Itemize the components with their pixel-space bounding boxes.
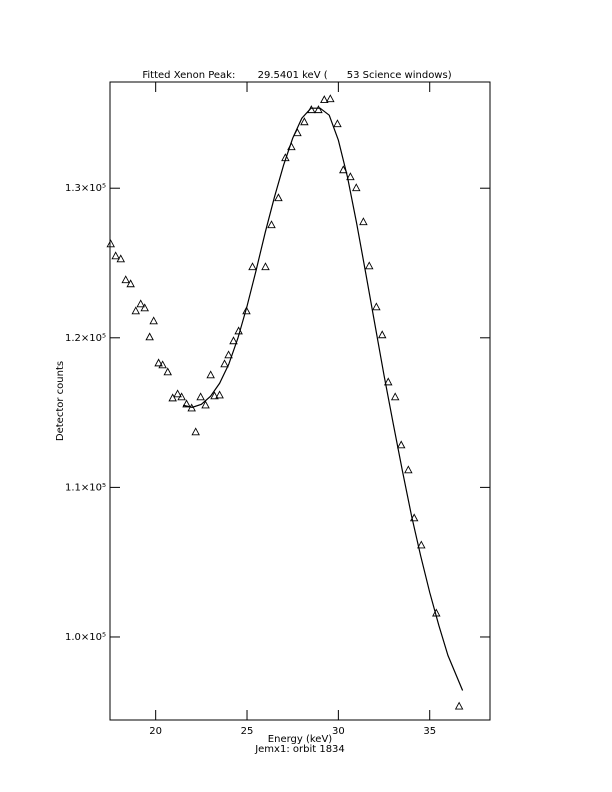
- data-point: [300, 117, 309, 126]
- data-point: [215, 390, 224, 399]
- data-point: [111, 251, 120, 260]
- data-point: [210, 391, 219, 400]
- data-point: [364, 261, 374, 270]
- data-point: [242, 306, 251, 315]
- data-point: [377, 330, 387, 339]
- data-point: [307, 105, 316, 114]
- data-point: [267, 220, 276, 229]
- data-point: [154, 358, 163, 367]
- data-point: [274, 193, 283, 202]
- footer: Jemx1: orbit 1834: [254, 744, 345, 755]
- data-point: [333, 119, 342, 128]
- data-point: [326, 94, 335, 103]
- data-point: [383, 377, 393, 386]
- data-point: [220, 359, 229, 368]
- data-point: [417, 540, 426, 549]
- data-point: [320, 95, 329, 104]
- y-axis-label: Detector counts: [55, 361, 66, 441]
- data-point: [187, 403, 196, 412]
- data-point: [390, 392, 400, 401]
- data-point: [454, 701, 464, 710]
- data-point: [206, 370, 215, 379]
- data-point: [163, 367, 172, 376]
- x-tick-label: 30: [332, 726, 345, 737]
- data-point: [116, 254, 126, 263]
- data-point: [346, 172, 355, 181]
- chart-title: Fitted Xenon Peak: 29.5401 keV ( 53 Scie…: [142, 70, 451, 81]
- x-tick-label: 20: [149, 726, 162, 737]
- data-point: [229, 336, 238, 345]
- x-axis-label: Energy (keV): [268, 734, 333, 745]
- data-point: [121, 275, 130, 284]
- data-point: [131, 306, 141, 315]
- data-point: [168, 393, 177, 402]
- y-tick-label: 1.2×10⁵: [65, 333, 106, 344]
- y-tick-label: 1.3×10⁵: [65, 183, 106, 194]
- data-point: [191, 427, 200, 436]
- data-point: [173, 389, 182, 398]
- x-tick-label: 35: [423, 726, 436, 737]
- data-point: [396, 440, 406, 449]
- data-point: [201, 400, 210, 409]
- data-point: [372, 302, 381, 311]
- y-tick-label: 1.1×10⁵: [65, 482, 106, 493]
- data-point: [352, 183, 361, 192]
- data-point: [177, 392, 186, 401]
- data-point: [359, 217, 368, 226]
- data-point: [314, 105, 323, 114]
- data-point: [224, 350, 233, 359]
- data-point: [404, 465, 413, 474]
- data-point: [158, 360, 167, 369]
- data-point: [196, 392, 205, 401]
- data-point: [140, 303, 149, 312]
- data-point: [182, 399, 191, 408]
- x-tick-label: 25: [241, 726, 254, 737]
- data-point: [145, 332, 154, 341]
- data-point: [248, 262, 257, 271]
- y-tick-label: 1.0×10⁵: [65, 632, 106, 643]
- data-point: [126, 279, 135, 288]
- data-point: [261, 262, 270, 271]
- data-point: [106, 239, 115, 248]
- plot-frame: [109, 81, 491, 721]
- data-point: [149, 316, 158, 325]
- data-point: [136, 299, 145, 308]
- fit-line: [182, 107, 464, 691]
